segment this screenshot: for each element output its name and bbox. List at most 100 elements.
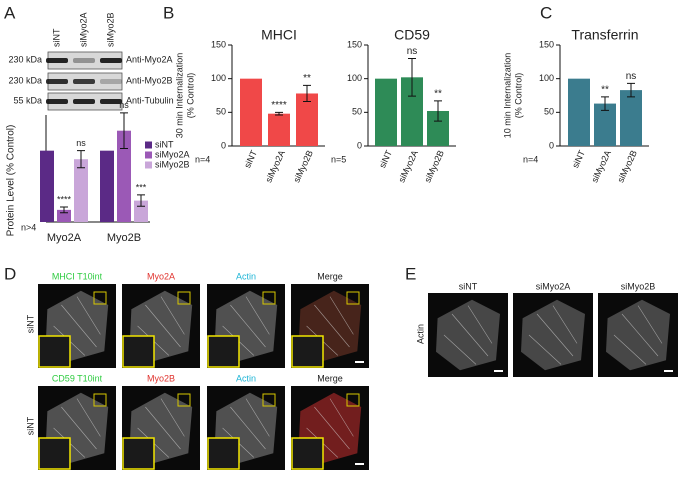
error-bar [137, 194, 145, 207]
y-tick-label: 50 [352, 107, 362, 117]
lane-label: siMyo2B [105, 12, 115, 47]
panel-label: A [4, 3, 16, 22]
x-tick-label: siNT [377, 148, 394, 169]
inset-box [291, 437, 324, 470]
bar [117, 130, 131, 222]
cell-texture [528, 305, 578, 365]
bar [296, 93, 318, 146]
antibody-label: Anti-Tubulin [126, 95, 174, 105]
inset-box [38, 437, 71, 470]
significance: **** [271, 100, 287, 111]
inset-box [38, 335, 71, 368]
bar [620, 90, 642, 146]
legend-label: siMyo2A [155, 149, 190, 159]
y-tick-label: 150 [211, 39, 226, 49]
error-bar [120, 112, 128, 150]
bar [568, 78, 590, 146]
row-label: Actin [415, 324, 425, 344]
bar [268, 113, 290, 146]
legend-swatch [145, 141, 152, 149]
column-label: siMyo2A [536, 281, 571, 291]
x-tick-label: Myo2B [107, 232, 141, 244]
cell-texture [443, 305, 493, 365]
roi-box [262, 393, 276, 407]
channel-label: Actin [236, 271, 256, 281]
legend-label: siNT [155, 139, 174, 149]
roi-box [177, 291, 191, 305]
y-tick-label: 50 [216, 107, 226, 117]
error-bar [627, 82, 635, 98]
n-label: n=4 [195, 154, 210, 164]
roi-box [93, 393, 107, 407]
chart-title: MHCI [261, 27, 297, 43]
bar [100, 150, 114, 222]
roi-box [177, 393, 191, 407]
cell-texture [613, 305, 663, 365]
panel-label: D [4, 264, 16, 283]
y-tick-label: 0 [357, 140, 362, 150]
x-tick-label: siMyo2B [291, 149, 315, 185]
significance: ** [434, 89, 442, 100]
channel-label: Myo2A [147, 271, 175, 281]
band [100, 79, 122, 84]
y-tick-label: 100 [347, 73, 362, 83]
kda-label: 230 kDa [8, 75, 42, 85]
roi-box [346, 291, 360, 305]
error-bar [77, 150, 85, 169]
error-bar [434, 100, 442, 122]
y-axis-label: 10 min Internalization [502, 53, 512, 139]
bar [401, 77, 423, 146]
inset-box [122, 437, 155, 470]
significance: ns [407, 46, 418, 57]
column-label: siNT [459, 281, 478, 291]
y-tick-label: 0 [549, 140, 554, 150]
band [100, 58, 122, 63]
error-bar [408, 57, 416, 97]
y-tick-label: 50 [544, 107, 554, 117]
lane-label: siMyo2A [78, 12, 88, 47]
roi-box [262, 291, 276, 305]
error-bar [60, 206, 68, 214]
x-tick-label: siMyo2A [589, 149, 613, 185]
x-tick-label: siMyo2A [396, 149, 420, 185]
row-label: siNT [25, 416, 35, 435]
y-tick-label: 150 [347, 39, 362, 49]
cell-shape [521, 299, 585, 371]
n-label: n=4 [523, 154, 538, 164]
legend-swatch [145, 161, 152, 169]
channel-label: Merge [317, 373, 343, 383]
channel-label: MHCI T10int [52, 271, 103, 281]
inset-box [122, 335, 155, 368]
inset-box [207, 437, 240, 470]
x-tick-label: siNT [242, 148, 259, 169]
bar [594, 103, 616, 146]
significance: ** [303, 73, 311, 84]
row-label: siNT [25, 314, 35, 333]
y-axis-label: (% Control) [513, 73, 523, 119]
bar [427, 110, 449, 146]
band [46, 58, 68, 63]
significance: ns [76, 138, 86, 148]
bar [40, 150, 54, 222]
significance: ns [119, 100, 129, 110]
channel-label: Myo2B [147, 373, 175, 383]
panel-label: C [540, 3, 552, 22]
n-label: n=5 [331, 154, 346, 164]
band [46, 99, 68, 104]
significance: *** [136, 182, 147, 192]
bar [375, 78, 397, 146]
x-tick-label: Myo2A [47, 232, 82, 244]
y-axis-label: 30 min Internalization [174, 53, 184, 139]
antibody-label: Anti-Myo2A [126, 54, 173, 64]
y-tick-label: 0 [221, 140, 226, 150]
n-label: n>4 [21, 222, 36, 232]
significance: ns [626, 71, 637, 82]
channel-label: Merge [317, 271, 343, 281]
antibody-label: Anti-Myo2B [126, 75, 173, 85]
significance: **** [57, 194, 72, 204]
error-bar [601, 96, 609, 111]
legend-label: siMyo2B [155, 159, 190, 169]
panel-label: B [163, 3, 174, 22]
inset-box [291, 335, 324, 368]
x-tick-label: siNT [570, 148, 587, 169]
